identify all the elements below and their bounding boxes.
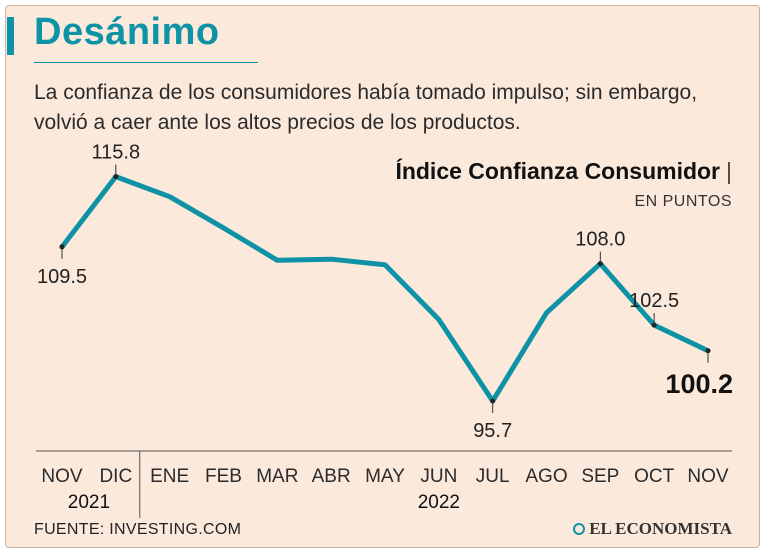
source-note: FUENTE: INVESTING.COM [34,521,242,538]
x-tick-label: OCT [634,466,675,487]
brand-icon [573,523,586,535]
x-tick-label: JUL [476,466,510,487]
x-tick-label: NOV [687,466,729,487]
plot-area: NOV DIC ENE FEB MAR ABR MAY JUN JUL AGO SEP OCT NOV 2… [36,142,733,518]
latest-value-label: 100.2 [665,369,733,399]
year-label: 2022 [418,492,460,513]
legend-separator: | [726,158,732,184]
series-legend-label: Índice Confianza Consumidor [395,158,721,184]
year-label: 2021 [68,492,110,513]
title-underline [34,62,258,63]
data-label: 109.5 [37,266,87,288]
data-label: 115.8 [92,142,141,164]
x-tick-label: DIC [99,466,132,487]
page-title: Desánimo [34,11,220,53]
x-tick-label: MAR [256,466,298,487]
x-tick-label: ENE [150,466,189,487]
series-line [59,174,711,404]
x-tick-label: SEP [581,466,619,487]
brand-name: EL ECONOMISTA [589,519,732,538]
units-label: EN PUNTOS [634,193,732,210]
x-tick-label: ABR [312,466,351,487]
x-tick-label: JUN [420,466,457,487]
x-tick-label: MAY [365,466,405,487]
brand-logo: EL ECONOMISTA [573,519,732,539]
title-accent-bar [7,17,14,55]
data-label: 108.0 [575,229,625,251]
x-tick-label: FEB [205,466,242,487]
data-label: 95.7 [473,420,512,442]
x-tick-label: NOV [41,466,83,487]
x-tick-label: AGO [525,466,567,487]
series-legend: Índice Confianza Consumidor | [395,158,732,185]
data-label: 102.5 [629,290,679,312]
subtitle: La confianza de los consumidores había t… [34,81,698,134]
chart-card [5,5,760,548]
